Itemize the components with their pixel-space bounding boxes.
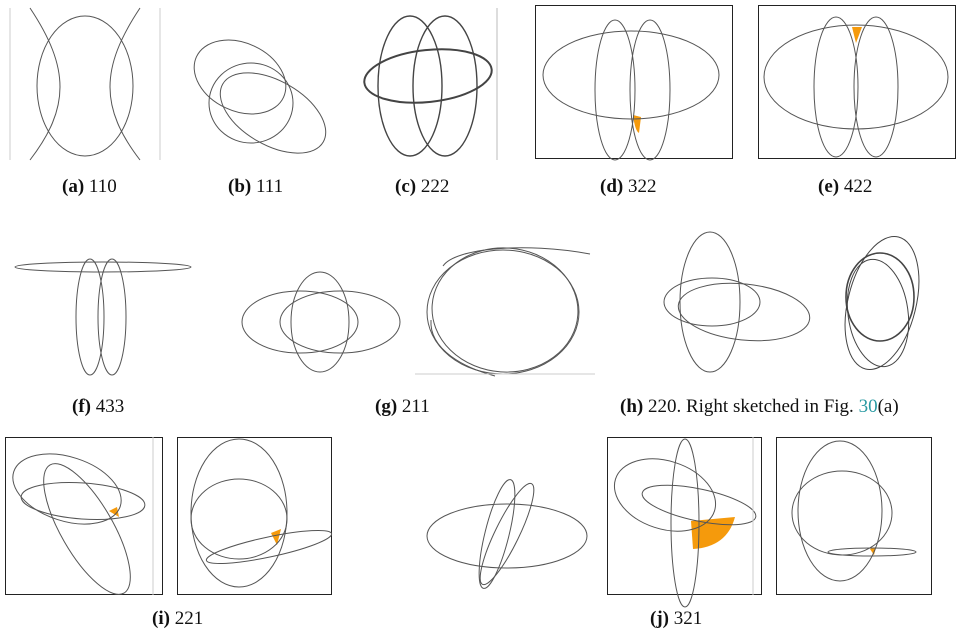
panel-b-figure	[185, 35, 330, 155]
figure-reference-link[interactable]: 30	[858, 396, 878, 417]
panel-c-figure	[360, 8, 505, 160]
panel-d-figure	[535, 5, 733, 159]
panel-g-right-figure	[415, 240, 595, 378]
panel-h-left-figure	[652, 230, 817, 375]
caption-j: (j) 321	[650, 608, 703, 629]
caption-i: (i) 221	[152, 608, 204, 629]
caption-f: (f) 433	[72, 396, 125, 417]
panel-j-middle-frame	[607, 437, 762, 595]
caption-c: (c) 222	[395, 176, 450, 197]
panel-j-middle-figure	[607, 437, 762, 595]
caption-e: (e) 422	[818, 176, 873, 197]
caption-h: (h) 220. Right sketched in Fig. 30(a)	[620, 396, 899, 417]
panel-j-left-figure	[425, 480, 590, 590]
panel-i-left-figure	[5, 437, 163, 595]
caption-a: (a) 110	[62, 176, 117, 197]
panel-i-right-figure	[177, 437, 332, 595]
panel-e-frame	[758, 5, 956, 159]
panel-i-right-frame	[177, 437, 332, 595]
panel-g-left-figure	[240, 270, 405, 375]
caption-b: (b) 111	[228, 176, 284, 197]
panel-a-figure	[10, 8, 160, 160]
panel-j-right-frame	[776, 437, 932, 595]
caption-g: (g) 211	[375, 396, 430, 417]
panel-i-left-frame	[5, 437, 163, 595]
panel-j-right-figure	[776, 437, 932, 595]
panel-d-frame	[535, 5, 733, 159]
panel-e-figure	[758, 5, 956, 159]
panel-h-right-figure	[838, 225, 938, 375]
panel-f-figure	[14, 255, 194, 380]
caption-d: (d) 322	[600, 176, 657, 197]
